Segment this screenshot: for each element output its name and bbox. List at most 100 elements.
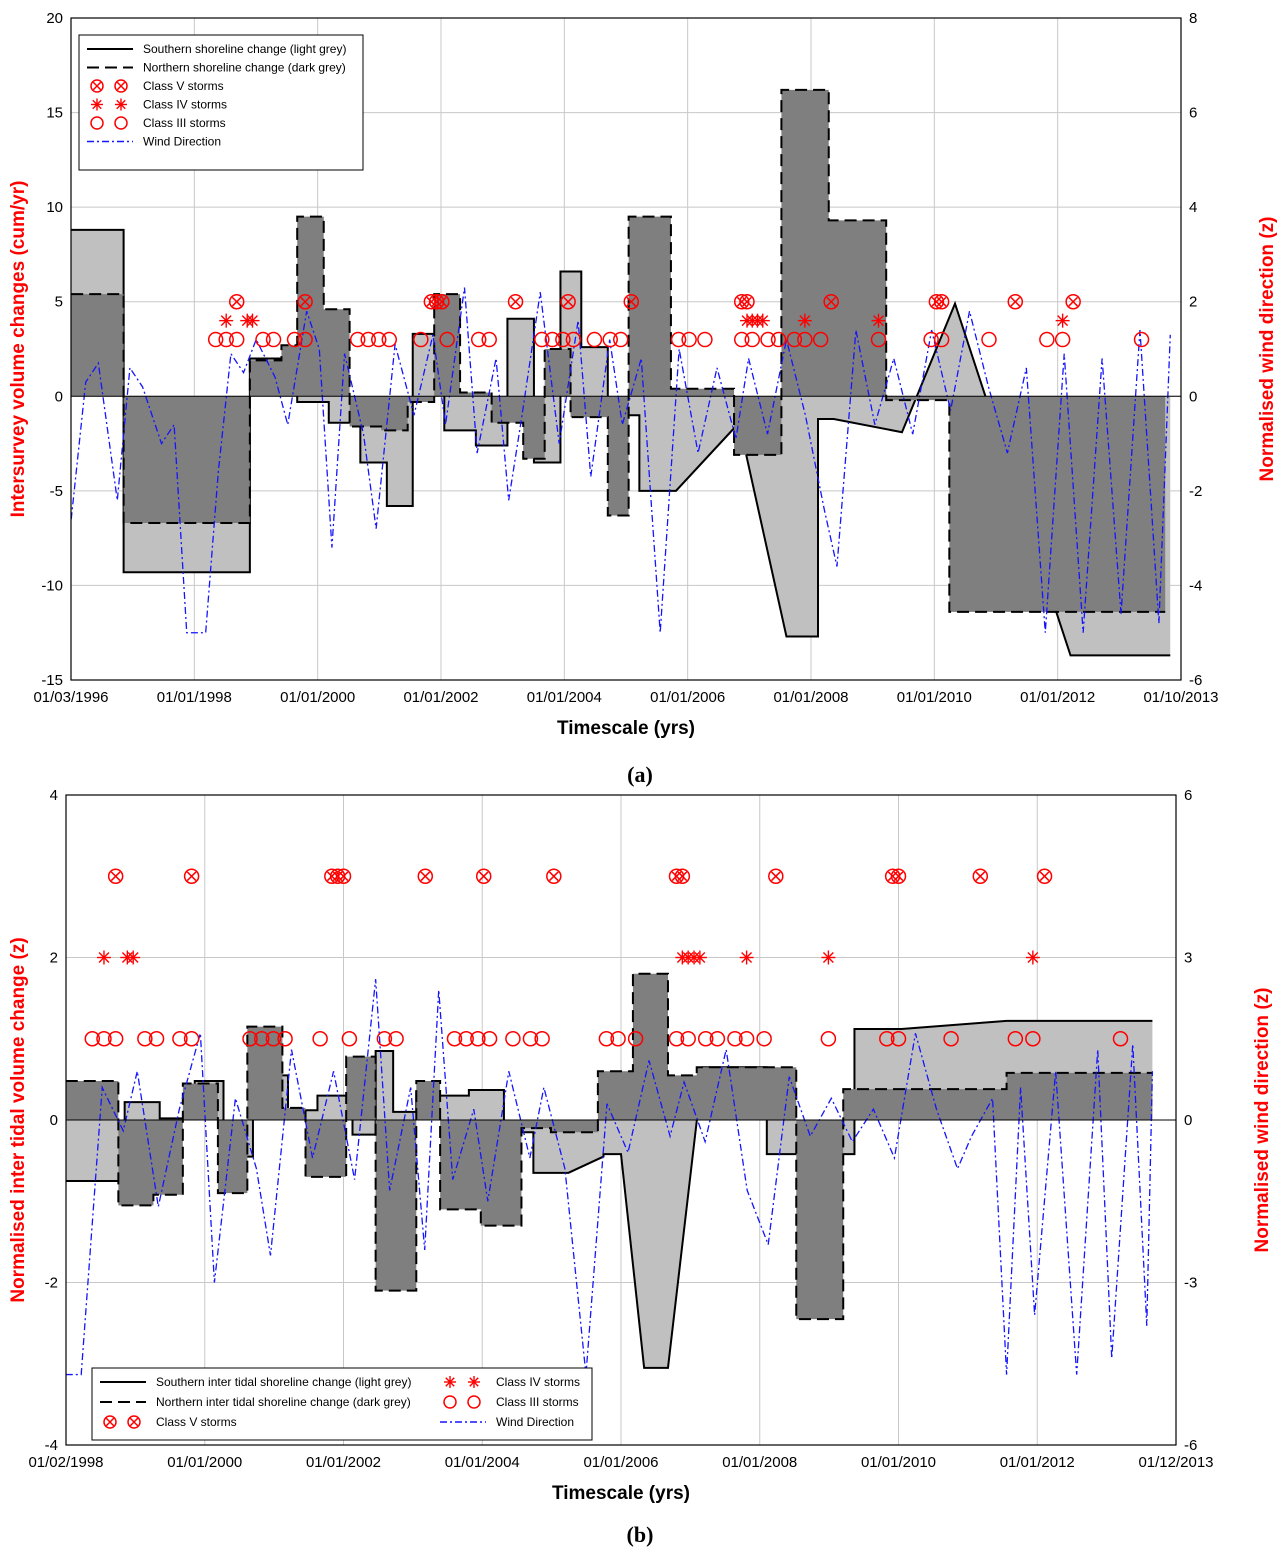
class-iii-storm-marker <box>1039 331 1055 348</box>
class-v-circle <box>90 79 104 93</box>
plot-border <box>70 17 1182 681</box>
class-iii-storm-marker <box>265 331 282 348</box>
class-iii-storm-marker <box>890 1031 907 1047</box>
class-iii-storm-marker <box>756 1031 772 1047</box>
class-iv-ray <box>116 99 126 110</box>
legend-label: Northern shoreline change (dark grey) <box>143 61 346 75</box>
class-v-circle <box>933 293 950 310</box>
x-tick-label: 01/01/2004 <box>445 1454 520 1471</box>
class-iii-storm-marker <box>812 331 829 348</box>
wind-direction-line <box>66 979 1154 1376</box>
class-v-storm-marker <box>475 868 492 884</box>
class-v-circle <box>768 868 784 884</box>
x-tick-label: 01/01/2000 <box>167 1454 242 1471</box>
legend-label: Class IV storms <box>496 1375 580 1389</box>
class-v-circle <box>1065 293 1081 310</box>
class-v-storm-marker <box>434 293 450 310</box>
class-v-cross <box>893 871 904 882</box>
class-iv-storm-marker <box>1025 950 1040 965</box>
class-v-circle <box>103 1415 117 1429</box>
class-iii-storm-marker <box>286 331 303 348</box>
class-v-cross <box>742 296 752 307</box>
class-iv-storm-marker <box>91 98 103 111</box>
class-iii-storm-marker <box>923 331 939 348</box>
class-iii-storm-marker <box>709 1031 726 1047</box>
class-iv-ray <box>469 1377 479 1387</box>
class-iv-storm-marker <box>797 313 812 328</box>
class-iii-storm-marker <box>586 331 603 348</box>
class-v-cross <box>826 296 837 307</box>
class-v-cross <box>677 871 688 882</box>
class-iii-storm-marker <box>341 1031 358 1047</box>
class-iii-storm-marker <box>172 1031 188 1047</box>
class-iii-storm-marker <box>1007 1031 1024 1047</box>
class-v-cross <box>129 1417 139 1427</box>
class-iii-storm-marker <box>253 1031 270 1047</box>
class-v-storm-marker <box>103 1415 117 1429</box>
class-v-circle <box>183 868 200 884</box>
y2-axis-title: Normalised wind direction (z) <box>1257 217 1278 482</box>
class-iii-storm-marker <box>297 331 313 348</box>
class-v-storm-marker <box>297 293 313 310</box>
y2-tick-label: 2 <box>1189 294 1197 311</box>
class-iii-storm-marker <box>668 1031 685 1047</box>
y2-tick-label: 0 <box>1189 388 1197 405</box>
class-v-storm-marker <box>335 868 352 884</box>
class-iii-storm-marker <box>242 1031 258 1047</box>
y2-tick-label: -6 <box>1189 672 1202 689</box>
class-iii-storm-marker <box>458 1031 474 1047</box>
class-iii-storm-marker <box>981 331 997 348</box>
x-tick-label: 01/01/2002 <box>306 1454 381 1471</box>
x-tick-label: 01/01/2000 <box>280 689 355 706</box>
class-v-circle <box>297 293 313 310</box>
y-tick-label: -2 <box>45 1275 58 1292</box>
class-iii-storm-marker <box>943 1031 959 1047</box>
x-tick-label: 01/01/2010 <box>861 1454 936 1471</box>
class-v-storm-marker <box>114 79 128 93</box>
class-iii-storm-marker <box>137 1031 153 1047</box>
class-iii-storm-marker <box>1112 1031 1129 1047</box>
legend-label: Class V storms <box>143 79 224 93</box>
class-v-circle <box>884 868 901 884</box>
legend-label: Wind Direction <box>143 135 221 149</box>
class-iii-storm-marker <box>797 331 813 348</box>
legend-swatch-circle <box>467 1395 481 1409</box>
x-tick-label: 01/02/1998 <box>28 1454 103 1471</box>
class-v-circle <box>127 1415 141 1429</box>
class-v-cross <box>1039 871 1050 882</box>
x-axis-title: Timescale (yrs) <box>552 1483 690 1504</box>
y-axis-title: Intersurvey volume changes (cum/yr) <box>8 181 29 518</box>
class-iii-storm-marker <box>612 331 629 348</box>
plot-border <box>65 794 1177 1446</box>
x-tick-label: 01/01/2008 <box>773 689 848 706</box>
class-v-cross <box>186 871 197 882</box>
y-tick-label: 0 <box>55 388 63 405</box>
class-iii-storm-marker <box>879 1031 895 1047</box>
class-v-cross <box>936 296 947 307</box>
class-v-circle <box>423 293 440 310</box>
northern-area <box>71 89 1166 612</box>
class-v-cross <box>300 296 310 307</box>
class-iii-storm-marker <box>349 331 366 348</box>
x-tick-label: 01/01/2012 <box>1020 689 1095 706</box>
class-iii-storm-marker <box>681 331 697 348</box>
southern-area <box>71 229 1171 656</box>
legend: Southern shoreline change (light grey) No… <box>78 34 364 171</box>
class-iv-ray <box>799 315 811 327</box>
class-iv-ray <box>1027 952 1039 963</box>
class-iv-storm-marker <box>871 313 886 328</box>
class-v-storm-marker <box>228 293 245 310</box>
class-v-cross <box>437 296 447 307</box>
y-tick-label: 4 <box>50 787 58 804</box>
plot-area <box>66 972 1154 1376</box>
class-iv-storm-marker <box>245 313 260 328</box>
class-v-circle <box>623 293 640 310</box>
x-tick-label: 01/01/2010 <box>897 689 972 706</box>
class-iv-ray <box>757 315 769 327</box>
class-iii-storm-marker <box>481 1031 498 1047</box>
x-tick-label: 01/01/1998 <box>157 689 232 706</box>
legend-box <box>78 34 364 171</box>
y2-tick-label: 0 <box>1184 1112 1192 1129</box>
class-v-cross <box>420 871 431 882</box>
class-iv-storm-marker <box>126 950 141 965</box>
